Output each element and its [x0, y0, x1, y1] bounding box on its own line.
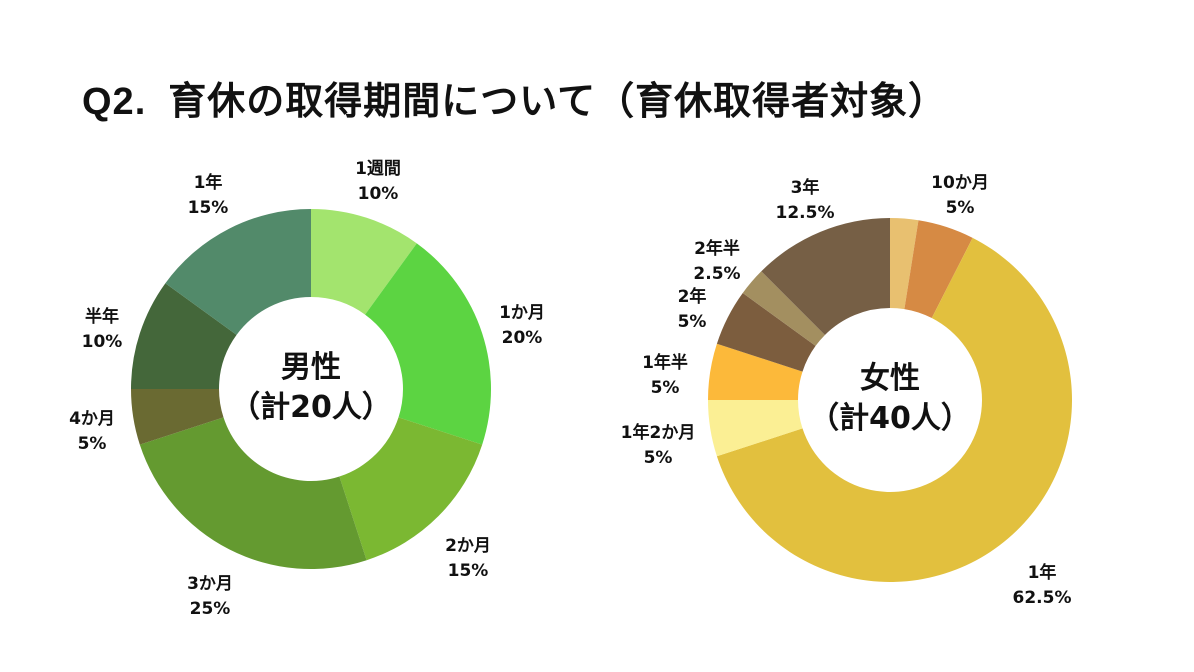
female-slice-label-1: 10か月 5%: [931, 173, 989, 218]
female-slice-label-3: 1年2か月 5%: [621, 422, 696, 468]
female-slice-6: [742, 271, 825, 346]
female-slice-0: [890, 218, 919, 310]
female-slice-7: [761, 217, 890, 335]
male-slice-label-4: 4か月 5%: [69, 409, 115, 454]
male-slice-label-2: 2か月 15%: [445, 536, 491, 581]
page-title: Q2. 育休の取得期間について（育休取得者対象）: [82, 70, 947, 125]
female-slice-4: [708, 343, 803, 400]
female-slice-5: [716, 293, 816, 372]
male-donut: [131, 209, 491, 569]
male-slice-2: [339, 417, 483, 561]
male-slice-label-5: 半年 10%: [82, 306, 123, 352]
female-slice-label-4: 1年半 5%: [642, 352, 688, 398]
male-slice-label-6: 1年 15%: [188, 172, 229, 218]
male-slice-0: [311, 209, 417, 315]
female-slice-label-5: 2年 5%: [678, 286, 707, 332]
title-text: 育休の取得期間について（育休取得者対象）: [168, 79, 948, 123]
male-slice-5: [131, 283, 237, 389]
male-slice-6: [165, 209, 311, 335]
male-slice-label-3: 3か月 25%: [187, 574, 233, 619]
female-slice-2: [716, 237, 1072, 583]
male-center-label: 男性（計20人）: [230, 350, 392, 425]
female-slice-label-2: 1年 62.5%: [1013, 562, 1072, 608]
female-center-label: 女性（計40人）: [809, 361, 971, 436]
question-number: Q2.: [82, 81, 147, 123]
female-slice-1: [904, 220, 973, 319]
male-slice-3: [139, 417, 367, 569]
male-slice-1: [365, 243, 491, 445]
female-slice-label-6: 2年半 2.5%: [693, 238, 740, 284]
female-slice-3: [708, 400, 803, 457]
female-slice-label-7: 3年 12.5%: [776, 177, 835, 223]
male-slice-label-0: 1週間 10%: [355, 159, 401, 204]
male-slice-4: [131, 389, 224, 445]
female-donut: [708, 217, 1072, 583]
male-slice-label-1: 1か月 20%: [499, 303, 545, 348]
